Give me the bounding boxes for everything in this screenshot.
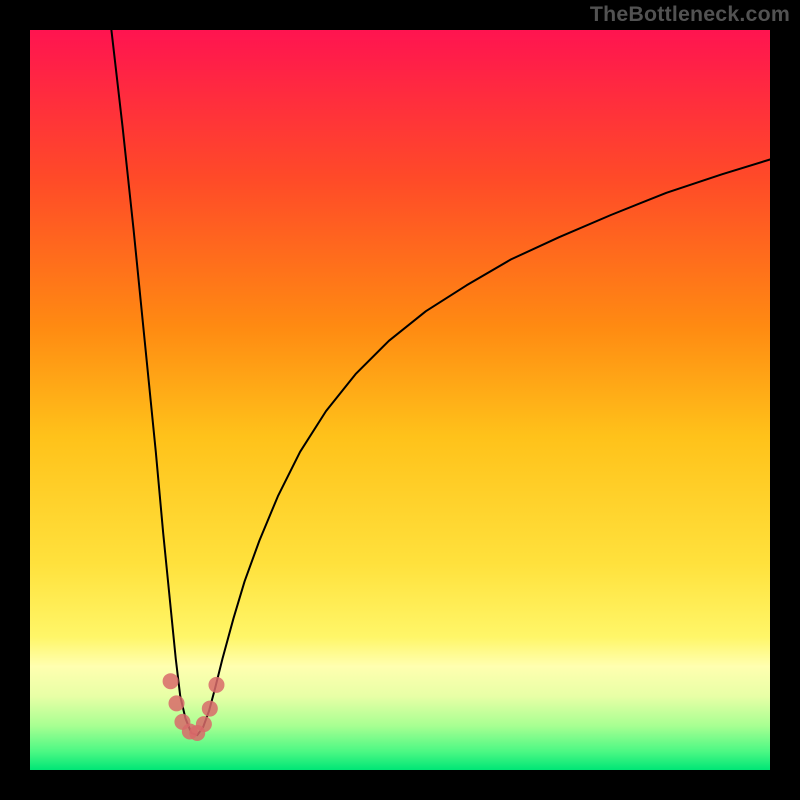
sweet-spot-dot	[208, 677, 224, 693]
sweet-spot-dot	[196, 716, 212, 732]
sweet-spot-dot	[202, 701, 218, 717]
sweet-spot-dot	[163, 673, 179, 689]
chart-container: TheBottleneck.com	[0, 0, 800, 800]
sweet-spot-dot	[169, 695, 185, 711]
bottleneck-chart-svg	[0, 0, 800, 800]
gradient-background	[30, 30, 770, 770]
